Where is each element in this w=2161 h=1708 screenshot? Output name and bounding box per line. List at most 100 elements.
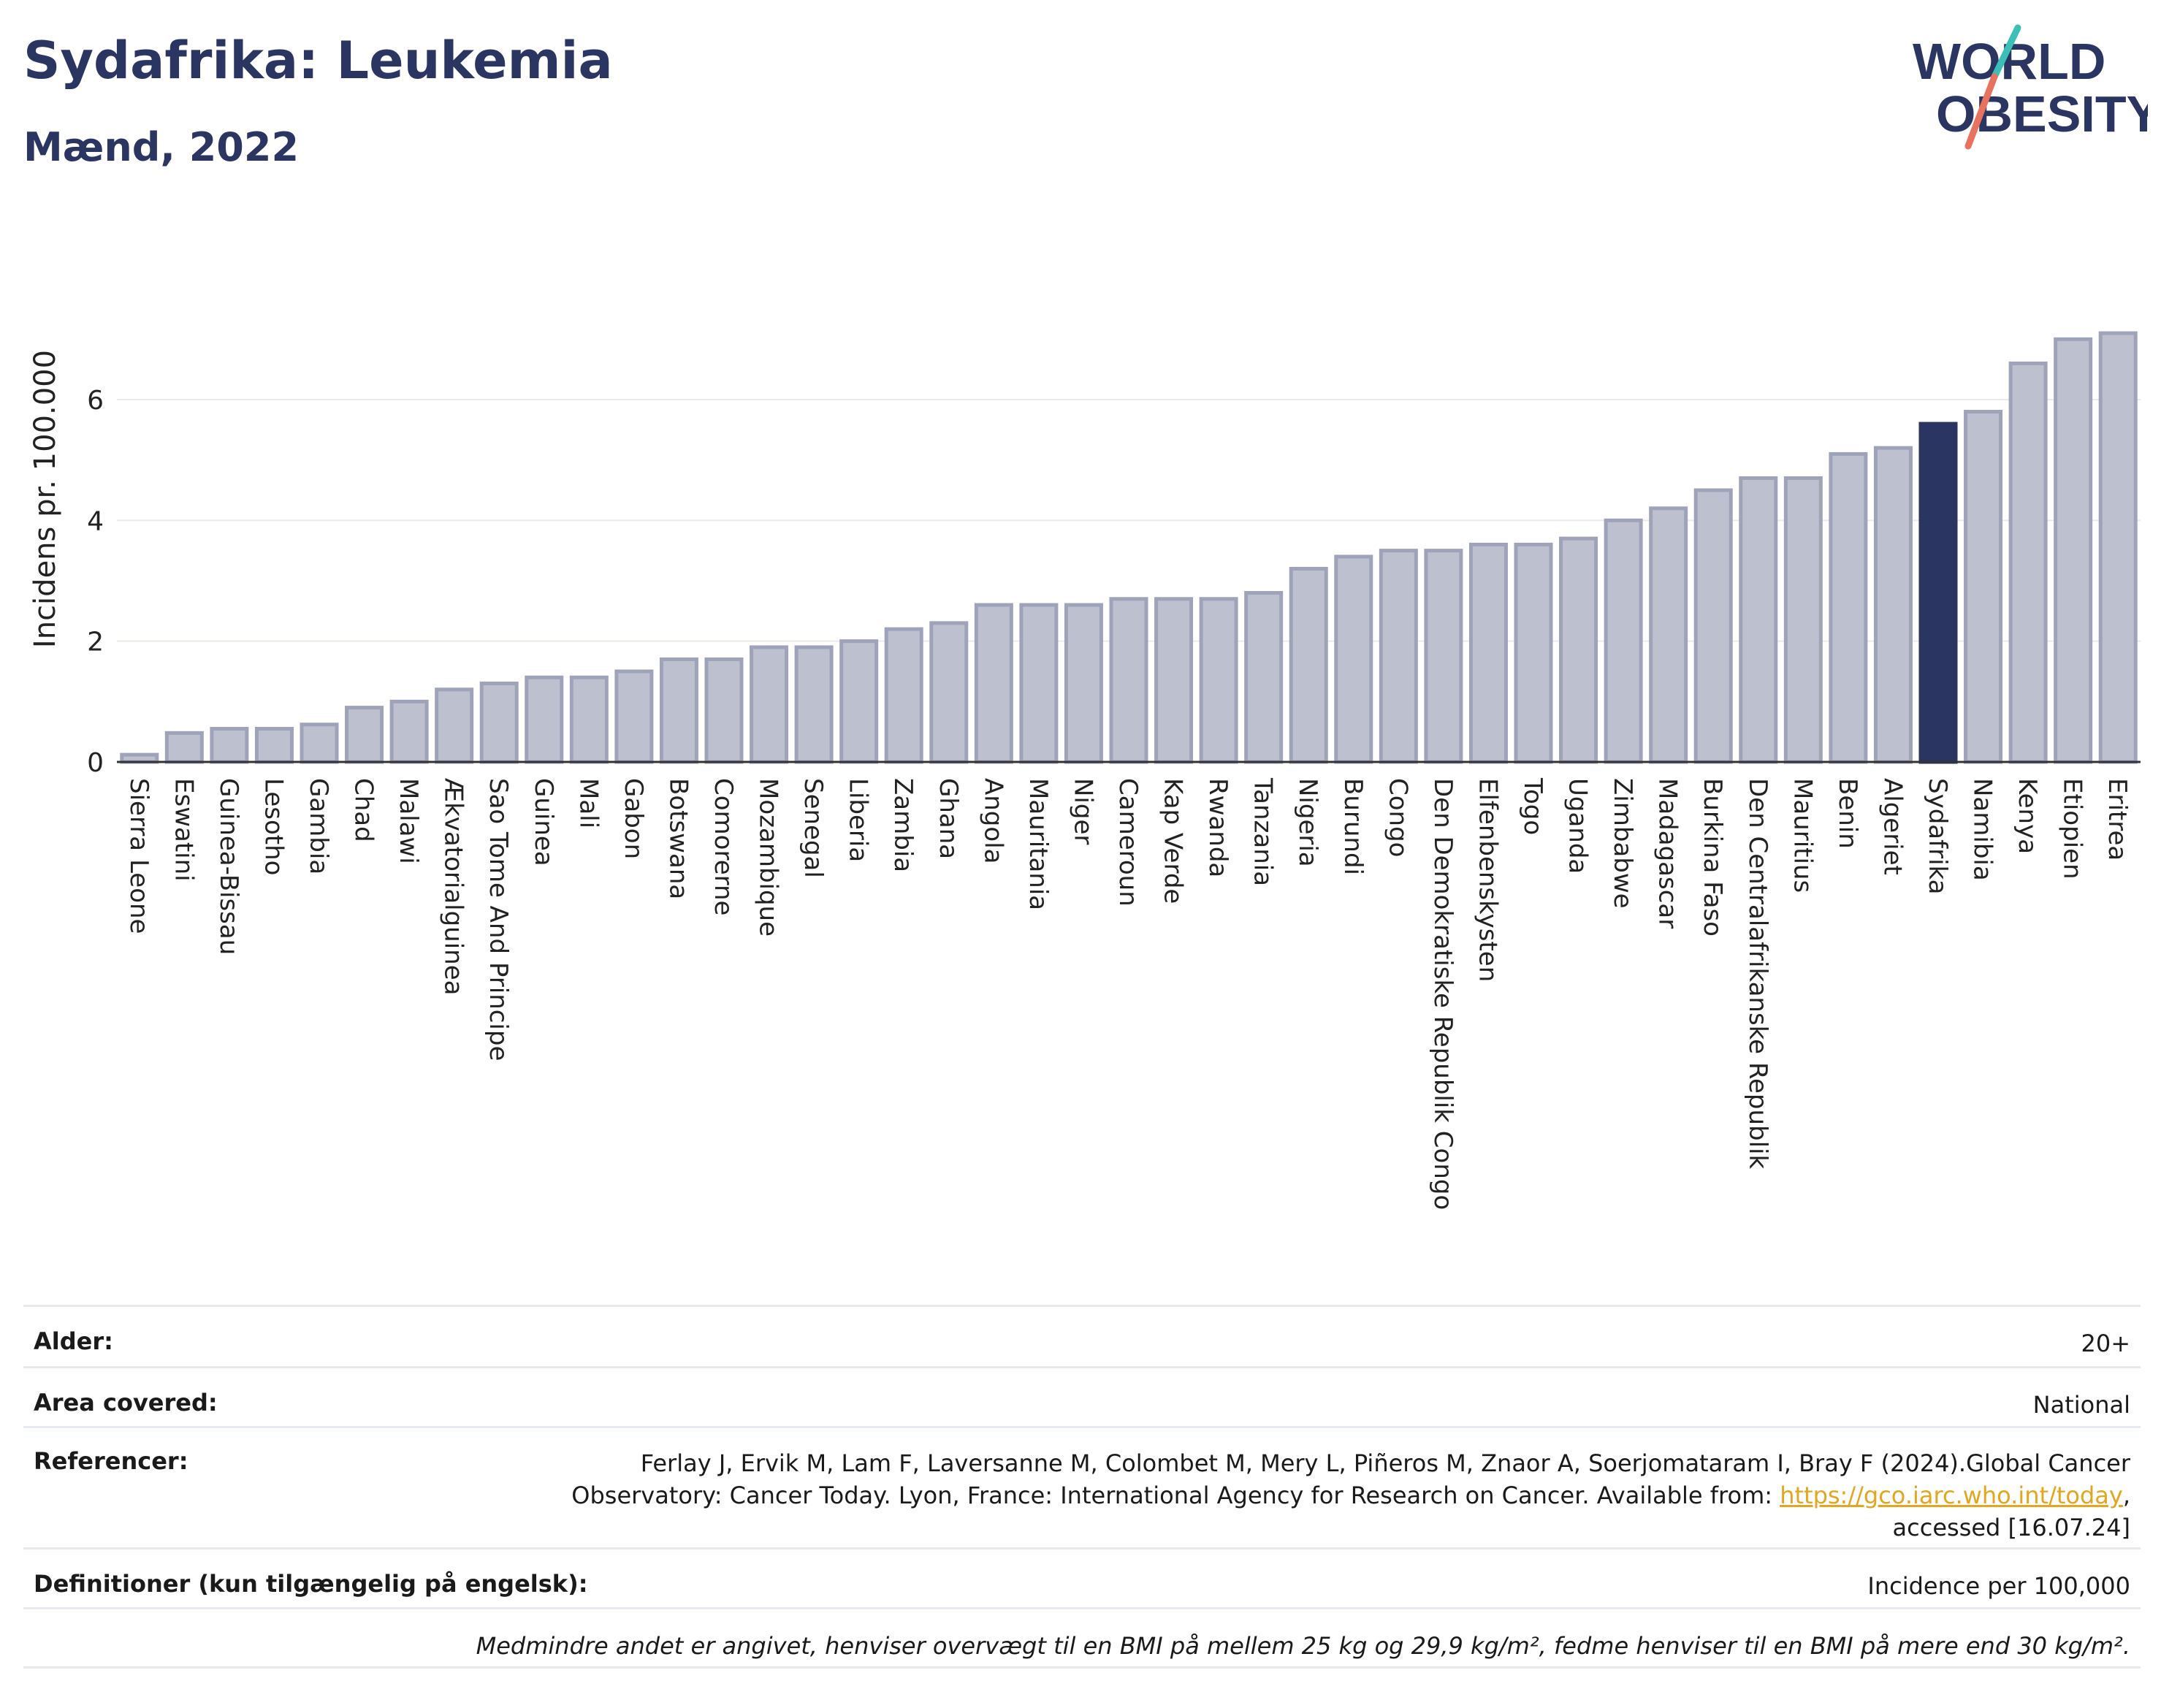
references-line-2: Observatory: Cancer Today. Lyon, France:… (571, 1482, 1780, 1509)
bar-ghana (929, 621, 969, 764)
references-link[interactable]: https://gco.iarc.who.int/today (1780, 1482, 2123, 1509)
bar-liberia (839, 639, 879, 764)
x-tick-label: Congo (1383, 778, 1412, 857)
x-tick-label: Burkina Faso (1698, 778, 1727, 937)
x-tick-label: Uganda (1563, 778, 1593, 874)
bar-mali (569, 675, 609, 764)
info-row-note: Medmindre andet er angivet, henviser ove… (23, 1607, 2141, 1669)
world-obesity-logo: WORLD OBESITY (1913, 24, 2148, 150)
x-tick-label: Kap Verde (1159, 778, 1188, 904)
info-row-age: Alder: 20+ (23, 1305, 2141, 1366)
bar-togo (1514, 542, 1553, 764)
bmi-note: Medmindre andet er angivet, henviser ove… (476, 1632, 2130, 1660)
bar-algeriet (1873, 446, 1913, 764)
x-tick-label: Elfenbenskysten (1473, 778, 1502, 982)
x-tick-label: Mali (573, 778, 603, 828)
bar-mauritius (1783, 476, 1823, 764)
info-row-definitions: Definitioner (kun tilgængelig på engelsk… (23, 1547, 2141, 1607)
bar-congo (1379, 549, 1418, 764)
x-tick-label: Benin (1833, 778, 1862, 849)
age-value: 20+ (2081, 1330, 2130, 1357)
bar-sao-tome-and-principe (479, 682, 519, 764)
bar-botswana (659, 657, 698, 764)
x-tick-label: Guinea-Bissau (214, 778, 243, 955)
x-tick-label: Madagascar (1653, 778, 1682, 929)
x-tick-label: Cameroun (1113, 778, 1143, 907)
x-tick-label: Malawi (394, 778, 423, 864)
bar-malawi (389, 699, 429, 764)
bar-tanzania (1244, 591, 1284, 764)
x-tick-label: Tanzania (1249, 777, 1278, 886)
references-line-3: accessed [16.07.24] (1892, 1514, 2130, 1541)
bar-comorerne (704, 657, 744, 764)
bar-zimbabwe (1604, 518, 1643, 764)
bar-uganda (1559, 536, 1598, 764)
definitions-label: Definitioner (kun tilgængelig på engelsk… (34, 1570, 588, 1598)
bar-den-demokratiske-republik-congo (1424, 549, 1463, 764)
bar-madagascar (1649, 506, 1688, 764)
x-tick-label: Sierra Leone (124, 778, 153, 934)
bar-benin (1829, 451, 1868, 764)
y-tick-label: 6 (87, 386, 104, 416)
bar-chart: 0 2 4 6 Incidens pr. 100.000 Sierra Leone Eswa… (28, 331, 2141, 1210)
bar-ækvatorialguinea (435, 687, 474, 764)
x-tick-label: Kenya (2013, 778, 2042, 854)
area-value: National (2032, 1391, 2130, 1419)
age-label: Alder: (34, 1327, 113, 1355)
x-tick-label: Etiopien (2058, 778, 2087, 880)
x-tick-label: Den Centralafrikanske Republik (1743, 778, 1772, 1169)
bar-kenya (2008, 361, 2048, 764)
chart-title: Sydafrika: Leukemia (23, 31, 613, 91)
bar-eritrea (2098, 331, 2138, 764)
definitions-value: Incidence per 100,000 (1867, 1572, 2130, 1600)
x-tick-label: Ækvatorialguinea (439, 778, 468, 995)
bar-namibia (1964, 410, 2003, 764)
bar-den-centralafrikanske-republik (1739, 476, 1778, 764)
x-tick-label: Mauritius (1788, 778, 1817, 893)
x-tick-label: Nigeria (1293, 778, 1322, 867)
info-row-area: Area covered: National (23, 1366, 2141, 1426)
x-tick-label: Rwanda (1203, 778, 1232, 877)
bar-cameroun (1109, 597, 1148, 764)
x-tick-label: Ghana (934, 778, 963, 859)
bar-angola (974, 603, 1013, 764)
y-tick-label: 4 (87, 506, 104, 536)
x-tick-label: Senegal (799, 778, 828, 878)
x-tick-label: Chad (349, 778, 378, 842)
bar-guinea (525, 675, 564, 764)
bar-gabon (614, 669, 654, 764)
logo-slash-coral (1964, 73, 1998, 150)
logo-text-obesity: OBESITY (1936, 85, 2148, 142)
area-label: Area covered: (34, 1389, 218, 1417)
x-tick-label: Mauritania (1024, 778, 1053, 910)
bar-elfenbenskysten (1468, 542, 1508, 764)
x-tick-label: Liberia (844, 778, 873, 862)
info-table: Alder: 20+ Area covered: National Refere… (23, 1305, 2141, 1669)
x-tick-label: Mozambique (754, 778, 783, 937)
bar-senegal (794, 645, 834, 764)
bar-guinea-bissau (210, 727, 249, 764)
x-tick-label: Namibia (1968, 778, 1997, 881)
y-axis-label: Incidens pr. 100.000 (28, 350, 62, 648)
x-tick-label: Sao Tome And Principe (484, 778, 513, 1061)
bar-etiopien (2054, 337, 2093, 764)
x-tick-label: Comorerne (709, 778, 738, 915)
bar-eswatini (164, 731, 204, 764)
x-tick-label: Botswana (663, 778, 693, 899)
x-tick-label: Angola (978, 778, 1007, 863)
logo-slash-teal (1991, 24, 2021, 80)
chart-subtitle: Mænd, 2022 (23, 124, 300, 170)
bar-lesotho (254, 727, 294, 764)
x-tick-label: Gabon (619, 778, 648, 859)
bar-rwanda (1199, 597, 1238, 764)
bar-mozambique (750, 645, 789, 764)
bar-nigeria (1289, 566, 1328, 764)
bar-mauritania (1019, 603, 1059, 764)
x-tick-label: Algeriet (1878, 778, 1907, 875)
y-tick-label: 2 (87, 628, 104, 657)
x-tick-label: Togo (1518, 777, 1547, 835)
bar-gambia (300, 723, 339, 764)
x-tick-label: Zambia (888, 778, 918, 872)
x-tick-label: Eritrea (2103, 778, 2132, 861)
x-tick-label: Den Demokratiske Republik Congo (1428, 778, 1457, 1210)
